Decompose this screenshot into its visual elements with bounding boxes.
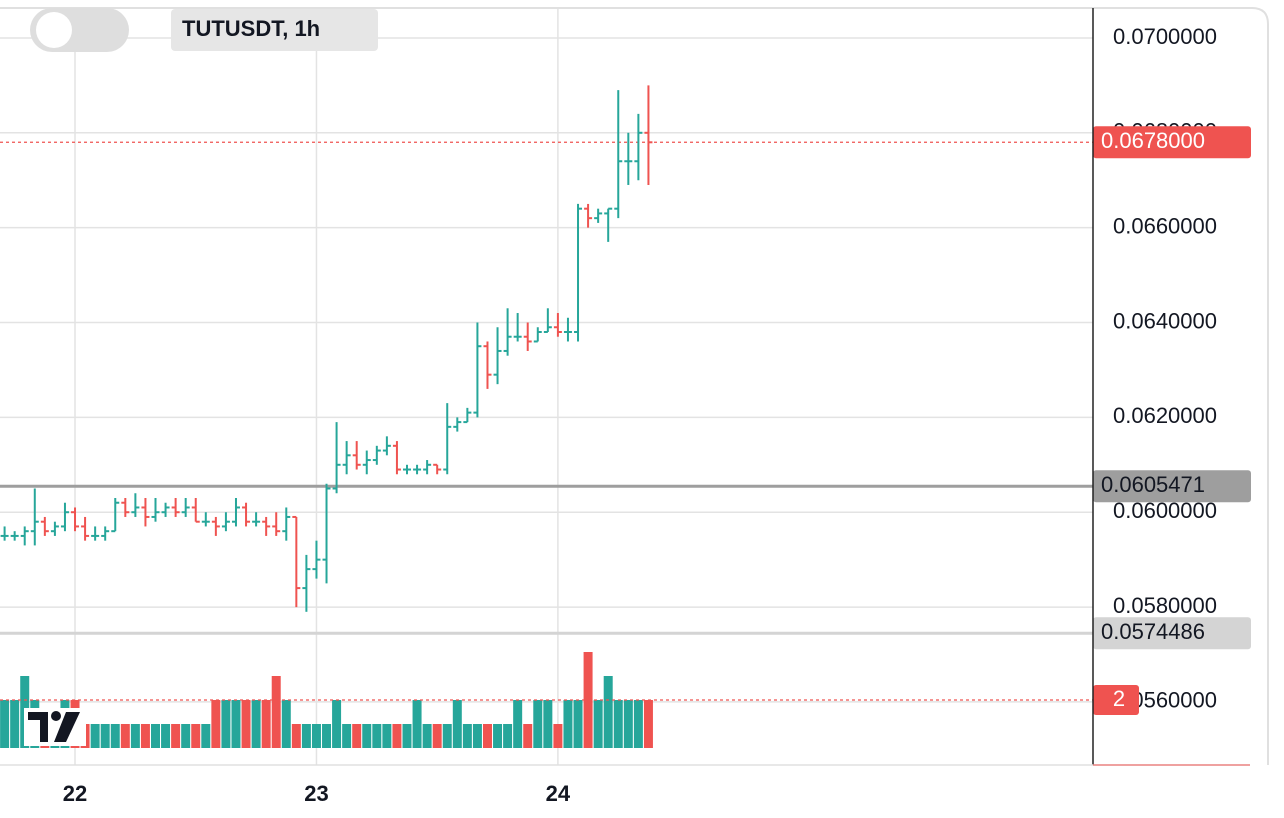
volume-bar	[553, 724, 563, 748]
volume-bar	[402, 724, 412, 748]
volume-bar	[422, 724, 432, 748]
volume-bar	[120, 724, 130, 748]
volume-bar	[482, 724, 492, 748]
volume-bar	[442, 724, 452, 748]
frame	[0, 7, 1269, 765]
volume-bar	[593, 700, 603, 748]
tradingview-logo	[24, 708, 86, 746]
volume-bar	[221, 700, 231, 748]
volume-bar	[623, 700, 633, 748]
x-tick-label: 24	[546, 781, 571, 806]
volume-last-label: 2	[1113, 686, 1125, 711]
x-tick-label: 23	[304, 781, 328, 806]
volume-bar	[392, 724, 402, 748]
title-box	[171, 9, 378, 51]
volume-bar	[372, 724, 382, 748]
volume-bar	[513, 700, 523, 748]
volume-bar	[543, 700, 553, 748]
volume-bar	[452, 700, 462, 748]
volume-bar	[110, 724, 120, 748]
volume-bar	[130, 724, 140, 748]
x-tick-label: 22	[63, 781, 87, 806]
volume-bar	[201, 724, 211, 748]
volume-bar	[241, 700, 251, 748]
price-badge	[1093, 617, 1251, 650]
label-layer: 0.07000000.06800000.06600000.06400000.06…	[63, 24, 1251, 806]
toggle-knob	[36, 12, 72, 48]
volume-bar	[181, 724, 191, 748]
volume-bar	[10, 700, 20, 748]
volume-bar	[191, 724, 201, 748]
chart-title: TUTUSDT, 1h	[182, 16, 320, 41]
volume-bar	[633, 700, 643, 748]
price-badge	[1093, 126, 1251, 159]
volume-bar	[493, 724, 503, 748]
volume-last-badge	[1093, 685, 1139, 715]
volume-bar	[271, 676, 281, 748]
volume-bar	[412, 700, 422, 748]
y-tick-label: 0.0620000	[1113, 403, 1217, 428]
volume-bar	[322, 724, 332, 748]
volume-bar	[573, 700, 583, 748]
volume-bar	[523, 724, 533, 748]
y-tick-label: 0.0640000	[1113, 308, 1217, 333]
volume-bar	[291, 724, 301, 748]
volume-bar	[432, 724, 442, 748]
volume-bar	[211, 700, 221, 748]
volume-bar	[311, 724, 321, 748]
grid-layer	[0, 8, 1093, 765]
price-badge-label: 0.0678000	[1101, 128, 1205, 153]
volume-bar	[251, 700, 261, 748]
volume-bar	[151, 724, 160, 748]
volume-bar	[231, 700, 241, 748]
price-badge-label: 0.0574486	[1101, 619, 1205, 644]
volume-bar	[503, 724, 513, 748]
volume-bar	[90, 724, 100, 748]
volume-bar	[472, 724, 482, 748]
volume-bar	[161, 724, 171, 748]
y-tick-label: 0.0660000	[1113, 213, 1217, 238]
volume-layer	[0, 652, 1093, 748]
volume-bar	[261, 700, 271, 748]
volume-bar	[0, 700, 10, 748]
volume-bar	[332, 700, 342, 748]
volume-bar	[171, 724, 181, 748]
volume-bar	[533, 700, 543, 748]
volume-bar	[563, 700, 573, 748]
volume-bar	[301, 724, 311, 748]
price-badge-label: 0.0605471	[1101, 472, 1205, 497]
volume-bar	[140, 724, 150, 748]
volume-bar	[281, 700, 291, 748]
volume-bar	[603, 676, 613, 748]
y-tick-label: 0.0700000	[1113, 24, 1217, 49]
volume-bar	[100, 724, 110, 748]
y-tick-label: 0.0580000	[1113, 593, 1217, 618]
volume-bar	[342, 724, 352, 748]
price-layer	[0, 85, 1093, 635]
volume-bar	[352, 724, 362, 748]
volume-bar	[362, 724, 372, 748]
volume-bar	[382, 724, 392, 748]
volume-bar	[643, 700, 653, 748]
volume-bar	[613, 700, 623, 748]
price-badge	[1093, 470, 1251, 503]
volume-bar	[462, 724, 472, 748]
